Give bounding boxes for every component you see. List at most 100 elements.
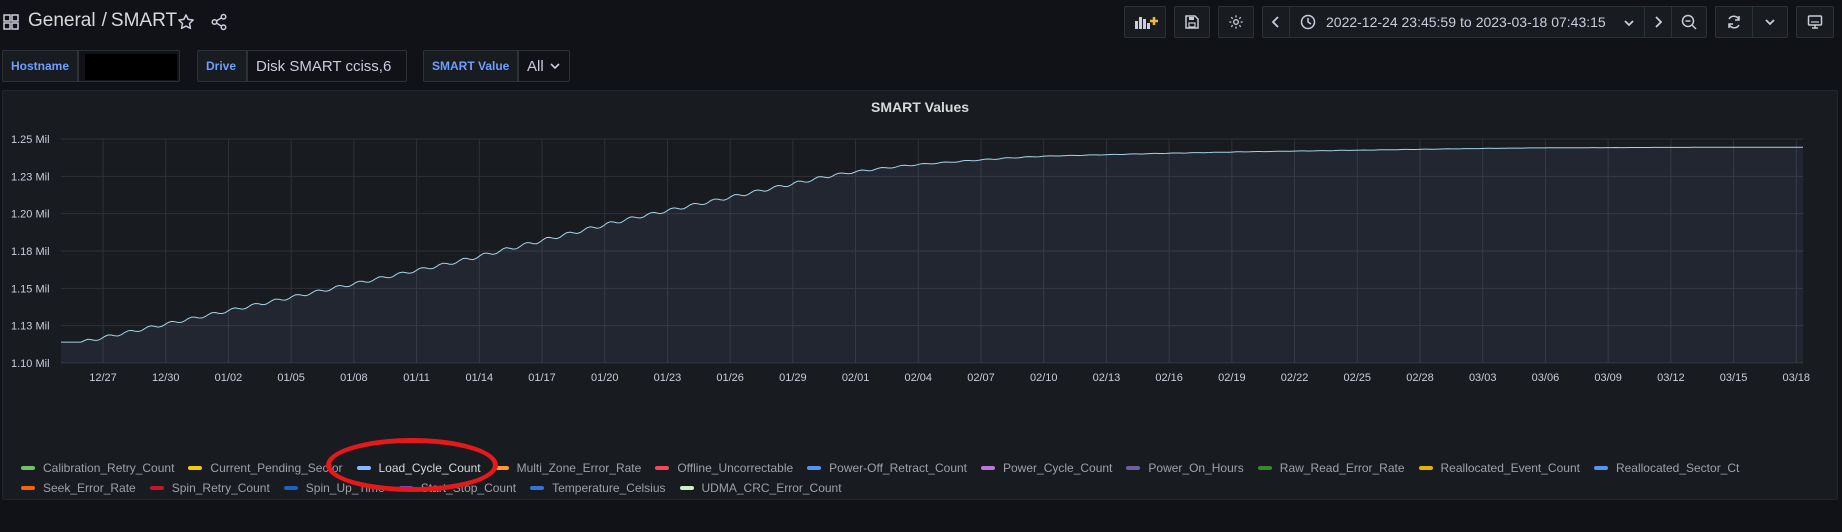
smart-values-chart[interactable]: 1.10 Mil 1.13 Mil 1.15 Mil 1.18 Mil 1.20 Mil… — [3, 91, 1839, 451]
x-tick-label: 03/18 — [1783, 372, 1811, 384]
series-line-load-cycle-count[interactable] — [61, 146, 1803, 343]
legend-label: UDMA_CRC_Error_Count — [701, 481, 842, 495]
x-tick-label: 02/07 — [967, 372, 995, 384]
legend-item[interactable]: Reallocated_Event_Count — [1418, 459, 1580, 477]
chevron-right-icon — [1655, 16, 1663, 28]
legend-item[interactable]: Power_On_Hours — [1126, 459, 1244, 477]
variable-label-drive: Drive — [197, 50, 247, 82]
legend-label: Reallocated_Event_Count — [1440, 461, 1580, 475]
y-tick-label: 1.18 Mil — [11, 246, 50, 258]
x-tick-label: 03/15 — [1720, 372, 1748, 384]
tv-mode-button[interactable] — [1796, 6, 1834, 38]
breadcrumb: General / SMART — [28, 10, 177, 32]
refresh-interval-picker[interactable] — [1752, 6, 1788, 38]
time-to: 2023-03-18 07:43:15 — [1475, 14, 1606, 30]
x-tick-label: 03/03 — [1469, 372, 1497, 384]
clock-icon — [1300, 14, 1316, 30]
legend-item[interactable]: Spin_Up_Time — [283, 479, 385, 497]
x-tick-label: 01/11 — [403, 372, 430, 384]
legend-item[interactable]: Temperature_Celsius — [530, 479, 666, 497]
legend-item[interactable]: Load_Cycle_Count — [356, 459, 481, 477]
legend-swatch — [21, 486, 35, 490]
chevron-left-icon — [1271, 16, 1279, 28]
x-tick-label: 02/16 — [1155, 372, 1183, 384]
legend-label: Raw_Read_Error_Rate — [1279, 461, 1405, 475]
y-tick-label: 1.23 Mil — [11, 171, 50, 183]
legend-swatch — [655, 466, 670, 470]
legend-item[interactable]: Power_Cycle_Count — [981, 459, 1112, 477]
legend-label: Load_Cycle_Count — [378, 461, 481, 475]
refresh-button[interactable] — [1715, 6, 1753, 38]
x-tick-label: 01/02 — [215, 372, 243, 384]
share-icon[interactable] — [209, 12, 229, 32]
monitor-icon — [1807, 15, 1823, 29]
zoom-out-icon — [1681, 14, 1697, 30]
redacted-value — [85, 54, 177, 80]
legend-label: Power_Cycle_Count — [1003, 461, 1113, 475]
legend-swatch — [1126, 466, 1141, 470]
add-panel-button[interactable] — [1124, 6, 1166, 38]
legend-label: Temperature_Celsius — [552, 481, 666, 495]
legend-label: Seek_Error_Rate — [43, 481, 136, 495]
x-tick-label: 01/17 — [528, 372, 556, 384]
refresh-icon — [1728, 15, 1740, 29]
legend-item[interactable]: Spin_Retry_Count — [149, 479, 270, 497]
chart-legend: Calibration_Retry_Count Current_Pending_S… — [21, 457, 1821, 497]
x-tick-label: 12/27 — [89, 372, 117, 384]
drive-select[interactable]: Disk SMART cciss,6 — [247, 50, 407, 82]
legend-swatch — [679, 486, 694, 490]
chevron-down-icon — [550, 63, 560, 70]
y-tick-label: 1.10 Mil — [11, 358, 50, 370]
legend-item[interactable]: Offline_Uncorrectable — [655, 459, 793, 477]
legend-item[interactable]: Seek_Error_Rate — [21, 479, 136, 497]
top-bar: General / SMART 2022-12-24 23:45:59 to 2023-… — [0, 0, 1842, 44]
legend-item[interactable]: Current_Pending_Sector — [188, 459, 343, 477]
legend-swatch — [283, 486, 298, 490]
gear-icon — [1229, 15, 1243, 29]
time-to-word: to — [1460, 14, 1472, 30]
chevron-down-icon — [1765, 19, 1775, 26]
legend-label: Power_On_Hours — [1148, 461, 1244, 475]
zoom-out-button[interactable] — [1671, 6, 1707, 38]
save-dashboard-button[interactable] — [1174, 6, 1210, 38]
legend-label: Reallocated_Sector_Ct — [1615, 461, 1740, 475]
x-tick-label: 01/08 — [340, 372, 368, 384]
x-tick-label: 01/26 — [716, 372, 744, 384]
legend-label: Spin_Retry_Count — [171, 481, 270, 495]
legend-item[interactable]: Calibration_Retry_Count — [21, 459, 174, 477]
panel-title[interactable]: SMART Values — [870, 99, 970, 115]
x-tick-label: 01/20 — [591, 372, 619, 384]
legend-item[interactable]: Start_Stop_Count — [398, 479, 516, 497]
legend-swatch — [1257, 466, 1272, 470]
smart-value-select[interactable]: All — [518, 50, 570, 82]
x-tick-label: 01/14 — [466, 372, 494, 384]
breadcrumb-folder[interactable]: General — [28, 10, 96, 31]
legend-swatch — [149, 486, 164, 490]
legend-swatch — [398, 486, 413, 490]
graph-panel: SMART Values 1.10 Mil 1.13 Mil 1.15 Mil 1.1… — [2, 90, 1838, 500]
x-tick-label: 02/10 — [1030, 372, 1058, 384]
time-shift-forward-button[interactable] — [1644, 6, 1672, 38]
x-tick-label: 01/29 — [779, 372, 807, 384]
dashboards-grid-icon[interactable] — [3, 14, 19, 30]
legend-item[interactable]: Multi_Zone_Error_Rate — [494, 459, 641, 477]
star-icon[interactable] — [176, 12, 196, 32]
time-shift-back-button[interactable] — [1262, 6, 1290, 38]
legend-item[interactable]: Power-Off_Retract_Count — [807, 459, 967, 477]
legend-item[interactable]: Reallocated_Sector_Ct — [1593, 459, 1740, 477]
x-tick-label: 12/30 — [152, 372, 180, 384]
x-tick-label: 02/28 — [1406, 372, 1434, 384]
legend-label: Current_Pending_Sector — [210, 461, 343, 475]
page-title[interactable]: SMART — [110, 10, 178, 31]
x-tick-label: 03/06 — [1532, 372, 1560, 384]
dashboard-settings-button[interactable] — [1218, 6, 1254, 38]
time-range-picker[interactable]: 2022-12-24 23:45:59 to 2023-03-18 07:43:15 — [1289, 6, 1645, 38]
legend-swatch — [494, 466, 509, 470]
drive-select-value: Disk SMART cciss,6 — [256, 57, 392, 75]
x-tick-label: 02/25 — [1344, 372, 1372, 384]
chevron-down-icon — [397, 65, 398, 67]
x-tick-label: 01/23 — [654, 372, 682, 384]
legend-item[interactable]: UDMA_CRC_Error_Count — [679, 479, 842, 497]
legend-swatch — [1418, 466, 1433, 470]
legend-item[interactable]: Raw_Read_Error_Rate — [1257, 459, 1405, 477]
